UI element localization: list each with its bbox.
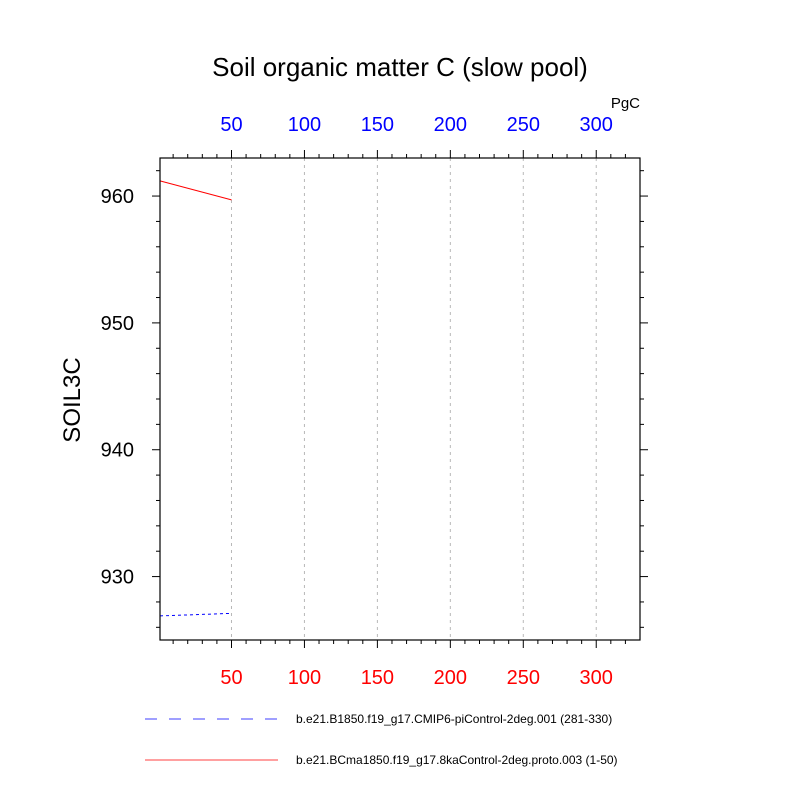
grid-lines — [230, 158, 597, 640]
x-tick-label-top: 50 — [220, 114, 242, 136]
x-tick-label-top: 100 — [288, 114, 321, 136]
bottom-x-tick-labels: 50 100 150 200 250 300 — [220, 667, 613, 689]
y-tick-label: 950 — [101, 313, 134, 335]
legend-label-2: b.e21.BCma1850.f19_g17.8kaControl-2deg.p… — [296, 753, 618, 767]
x-tick-label-bottom: 100 — [288, 667, 321, 689]
x-tick-label-bottom: 250 — [507, 667, 540, 689]
x-tick-label-bottom: 200 — [434, 667, 467, 689]
y-tick-label: 940 — [101, 440, 134, 462]
x-tick-label-bottom: 150 — [361, 667, 394, 689]
x-tick-label-bottom: 50 — [220, 667, 242, 689]
x-tick-label-top: 250 — [507, 114, 540, 136]
x-tick-label-bottom: 300 — [580, 667, 613, 689]
legend-label-1: b.e21.B1850.f19_g17.CMIP6-piControl-2deg… — [296, 712, 612, 726]
top-x-tick-labels: 50 100 150 200 250 300 — [220, 114, 613, 136]
series-line-2 — [159, 180, 232, 201]
y-tick-labels: 930 940 950 960 — [101, 186, 134, 589]
y-axis-label: SOIL3C — [59, 357, 86, 442]
y-tick-label: 930 — [101, 567, 134, 589]
x-tick-label-top: 200 — [434, 114, 467, 136]
y-tick-label: 960 — [101, 186, 134, 208]
axis-ticks — [152, 150, 648, 648]
series-layer — [159, 180, 232, 617]
plot-frame — [159, 157, 641, 641]
legend: b.e21.B1850.f19_g17.CMIP6-piControl-2deg… — [145, 712, 618, 767]
series-line-1 — [159, 612, 232, 617]
x-tick-label-top: 300 — [580, 114, 613, 136]
chart-title: Soil organic matter C (slow pool) — [212, 52, 588, 82]
x-tick-label-top: 150 — [361, 114, 394, 136]
units-label: PgC — [611, 95, 640, 112]
